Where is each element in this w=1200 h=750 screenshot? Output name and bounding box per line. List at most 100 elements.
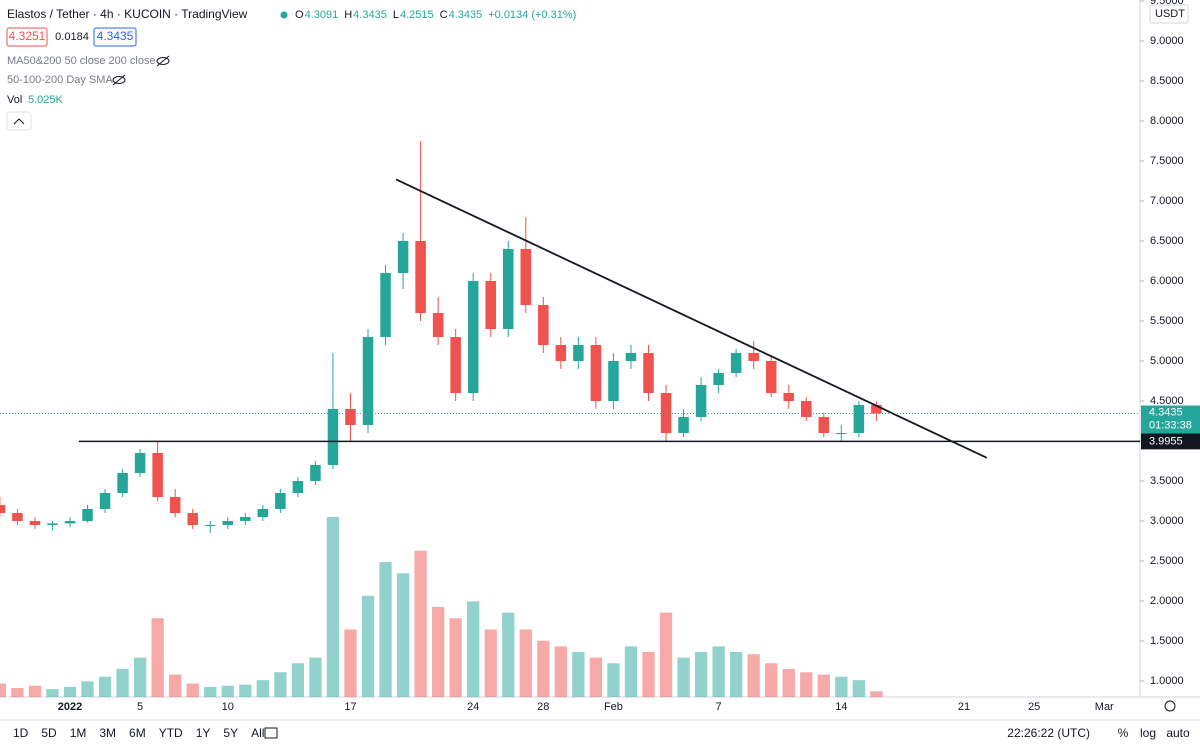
volume-bar [63,686,77,697]
volume-bar [589,657,603,697]
volume-bar [169,674,182,697]
volume-bar [659,612,673,697]
candle-body [310,465,321,481]
y-tick-label: 2.5000 [1150,555,1184,567]
candle-body [204,525,216,526]
volume-bar [221,685,234,697]
candle-body [730,353,742,373]
range-button[interactable]: 3M [99,726,116,740]
collapse-button[interactable] [6,111,32,131]
volume-bar [344,629,357,697]
y-tick-label: 6.0000 [1150,275,1184,287]
buy-box[interactable] [93,27,137,47]
candle-body [871,405,882,414]
range-button[interactable]: 6M [129,726,146,740]
volume-bar [765,663,778,697]
candle-body [64,521,76,524]
y-tick-label: 4.5000 [1150,395,1184,407]
volume-bar [81,681,94,697]
compare-icon[interactable] [264,727,278,739]
currency-button[interactable] [1149,4,1189,24]
candle-body [275,493,286,509]
range-button[interactable]: 1D [13,726,29,740]
candle-body [783,393,794,401]
volume-bar [537,640,550,697]
indicator[interactable]: MA50&200 50 close 200 close [7,55,156,67]
candle-body [327,409,339,465]
candle-body [555,345,567,361]
scale-option[interactable]: % [1118,726,1129,740]
candle-body [836,433,847,434]
ohlc-value: 4.3435 [353,9,387,21]
volume-bar [730,652,743,697]
y-tick-label: 6.5000 [1150,235,1184,247]
scale-option[interactable]: log [1140,726,1156,740]
candle-body [12,513,23,521]
candle-body [643,353,654,393]
y-tick-label: 3.0000 [1150,515,1184,527]
ohlc-label: C [440,9,448,21]
x-tick-label: 7 [716,701,722,713]
candle-body [660,393,672,433]
volume-bar [46,689,59,697]
countdown: 01:33:38 [1149,419,1192,431]
range-button[interactable]: YTD [159,726,183,740]
volume-bar [309,657,322,697]
currency: USDT [1155,8,1185,20]
candle-body [187,513,198,525]
volume-bar [116,668,129,697]
candle-body [765,361,777,393]
candle-body [345,409,356,425]
volume-bar [747,654,760,697]
y-tick-label: 2.0000 [1150,595,1184,607]
volume-bar [396,573,410,697]
clock: 22:26:22 (UTC) [1007,726,1090,740]
indicator[interactable]: 50-100-200 Day SMA [7,74,113,86]
volume-bar [239,684,252,697]
candle-body [257,509,269,517]
range-button[interactable]: 1M [70,726,87,740]
x-tick-label: 10 [222,701,234,713]
trendline [395,178,988,459]
range-button[interactable]: 5D [41,726,57,740]
range-button[interactable]: 1Y [196,726,211,740]
range-button[interactable]: 5Y [223,726,238,740]
volume-bar [291,663,305,697]
volume-bar [256,680,269,697]
volume-bar [361,595,375,697]
volume-bar [28,685,42,697]
volume-bar [11,688,24,697]
y-tick-label: 8.5000 [1150,75,1184,87]
volume-bar [274,672,287,697]
candle-body [801,401,812,417]
ohlc-value: 4.2515 [400,9,434,21]
range-button[interactable]: All [251,726,264,740]
settings-icon[interactable] [1164,700,1176,712]
candle-body [590,345,602,401]
candle-body [240,517,251,521]
symbol-title: Elastos / Tether · 4h · KUCOIN · Trading… [7,7,248,21]
candle-body [538,305,549,345]
scale-option[interactable]: auto [1166,726,1190,740]
x-tick-label: 28 [537,701,549,713]
ohlc-label: L [393,9,399,21]
y-tick-label: 9.5000 [1150,0,1184,7]
x-tick-label: 14 [835,701,847,713]
sell-box[interactable] [6,27,48,47]
candle-body [748,353,759,361]
ohlc-value: 4.3435 [449,9,483,21]
y-tick-label: 7.0000 [1150,195,1184,207]
y-tick-label: 1.5000 [1150,635,1184,647]
candle-body [450,337,461,393]
candle-body [713,373,724,385]
volume-bar [642,652,655,697]
y-tick-label: 7.5000 [1150,155,1184,167]
volume-value: 5.025K [28,94,64,106]
candle-body [117,473,128,493]
spread: 0.0184 [55,31,89,43]
candle-body [82,509,93,521]
collapse-icon [13,118,25,125]
volume-bar [852,680,865,697]
x-tick-label: 5 [137,701,143,713]
